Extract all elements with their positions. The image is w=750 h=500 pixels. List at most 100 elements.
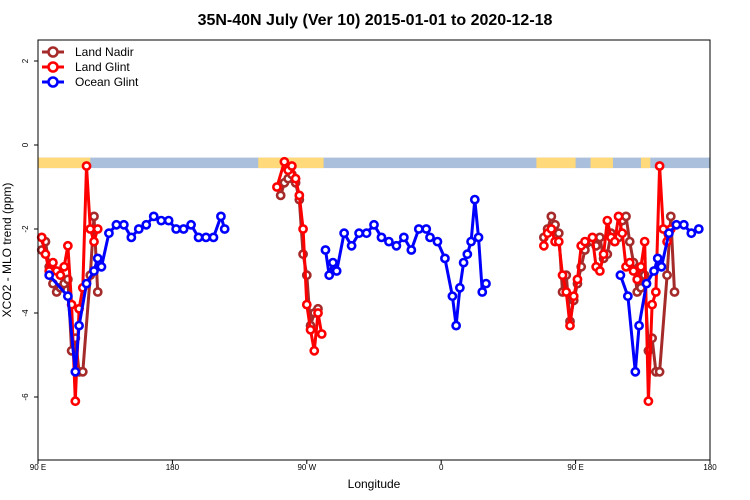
data-point-ocean-glint (649, 266, 659, 276)
data-point-land-nadir (665, 211, 676, 222)
data-point-ocean-glint (96, 261, 107, 272)
data-point-ocean-glint (447, 291, 458, 302)
data-point-ocean-glint (634, 320, 644, 331)
data-point-ocean-glint (74, 320, 84, 331)
data-point-land-glint (617, 228, 628, 239)
x-tick-label: 90 E (567, 463, 583, 472)
data-point-ocean-glint (156, 215, 167, 226)
data-point-land-glint (628, 266, 639, 276)
series-layer (36, 156, 704, 407)
data-point-land-glint (572, 274, 583, 285)
data-point-land-glint (309, 345, 320, 356)
data-point-land-nadir (669, 287, 680, 297)
data-point-land-glint (639, 236, 650, 247)
data-point-ocean-glint (652, 253, 663, 264)
data-point-land-glint (624, 257, 635, 268)
data-point-land-glint (36, 232, 47, 243)
data-point-ocean-glint (126, 232, 137, 243)
series-land-glint (36, 156, 676, 407)
legend-marker-land-nadir (47, 46, 59, 58)
legend-marker-land-glint (47, 61, 59, 73)
data-point-land-glint (92, 224, 103, 234)
data-point-land-glint (650, 287, 661, 297)
data-point-ocean-glint (671, 219, 682, 230)
data-point-ocean-glint (339, 228, 350, 239)
data-point-ocean-glint (376, 232, 387, 243)
data-point-ocean-glint (664, 228, 674, 239)
plot-frame (37, 39, 711, 461)
data-point-land-glint (553, 236, 564, 247)
data-point-ocean-glint (219, 224, 230, 234)
band-land (640, 157, 651, 169)
data-point-land-nadir (77, 366, 88, 377)
data-point-ocean-glint (354, 228, 364, 239)
y-tick-label: -2 (21, 225, 30, 233)
data-point-ocean-glint (361, 228, 372, 239)
data-point-land-glint (316, 329, 327, 339)
series-ocean-glint (44, 194, 704, 377)
data-point-ocean-glint (622, 291, 633, 302)
legend-marker-ocean-glint (47, 76, 59, 88)
data-point-land-glint (647, 299, 658, 310)
band-land (536, 157, 576, 169)
data-point-ocean-glint (148, 211, 159, 222)
data-point-ocean-glint (346, 240, 357, 251)
y-axis: -6 -4 -2 0 2 (21, 58, 38, 401)
data-point-ocean-glint (193, 232, 204, 243)
data-point-ocean-glint (208, 232, 219, 243)
data-point-land-nadir (654, 366, 665, 377)
data-point-ocean-glint (630, 366, 641, 377)
data-point-ocean-glint (328, 257, 338, 268)
data-point-ocean-glint (451, 320, 462, 331)
y-tick-label: 2 (21, 58, 30, 63)
data-point-land-glint (580, 236, 590, 247)
data-point-land-glint (55, 270, 66, 281)
data-point-land-glint (602, 215, 613, 226)
data-point-land-nadir (624, 236, 635, 247)
data-point-ocean-glint (133, 224, 144, 234)
data-point-land-glint (594, 266, 605, 276)
data-point-ocean-glint (384, 236, 394, 247)
data-point-ocean-glint (62, 291, 73, 302)
data-point-ocean-glint (331, 266, 342, 276)
data-point-land-glint (81, 161, 92, 171)
data-point-land-glint (587, 232, 598, 243)
data-point-ocean-glint (432, 236, 443, 247)
data-point-ocean-glint (369, 219, 379, 230)
data-point-land-glint (598, 249, 609, 260)
data-point-ocean-glint (320, 245, 331, 255)
data-point-land-glint (654, 161, 665, 171)
chart-title: 35N-40N July (Ver 10) 2015-01-01 to 2020… (198, 12, 553, 29)
legend-label-land-nadir: Land Nadir (75, 45, 134, 59)
y-tick-label: 0 (21, 142, 30, 147)
data-point-ocean-glint (201, 232, 211, 243)
data-point-land-glint (286, 161, 297, 171)
data-point-land-nadir (662, 270, 672, 281)
data-point-ocean-glint (216, 211, 226, 222)
x-tick-label: 0 (439, 463, 444, 472)
x-axis-label: Longitude (348, 477, 401, 491)
land-ocean-band (38, 157, 710, 169)
data-point-land-glint (85, 224, 96, 234)
data-point-land-glint (298, 224, 308, 234)
data-point-land-glint (301, 299, 312, 310)
data-point-ocean-glint (413, 224, 424, 234)
data-point-land-glint (538, 240, 549, 251)
data-point-ocean-glint (118, 219, 129, 230)
data-point-ocean-glint (678, 219, 689, 230)
data-point-ocean-glint (81, 278, 92, 289)
data-point-land-glint (557, 270, 568, 281)
data-point-land-nadir (621, 211, 631, 222)
data-point-land-glint (546, 224, 557, 234)
data-point-land-glint (62, 240, 73, 251)
data-point-ocean-glint (111, 219, 122, 230)
data-point-ocean-glint (406, 245, 417, 255)
data-point-land-glint (59, 261, 70, 272)
legend-label-ocean-glint: Ocean Glint (75, 75, 139, 89)
band-ocean (38, 157, 710, 169)
x-tick-label: 180 (703, 463, 717, 472)
x-tick-label: 180 (166, 463, 180, 472)
data-point-ocean-glint (469, 194, 480, 205)
data-point-ocean-glint (656, 261, 667, 272)
